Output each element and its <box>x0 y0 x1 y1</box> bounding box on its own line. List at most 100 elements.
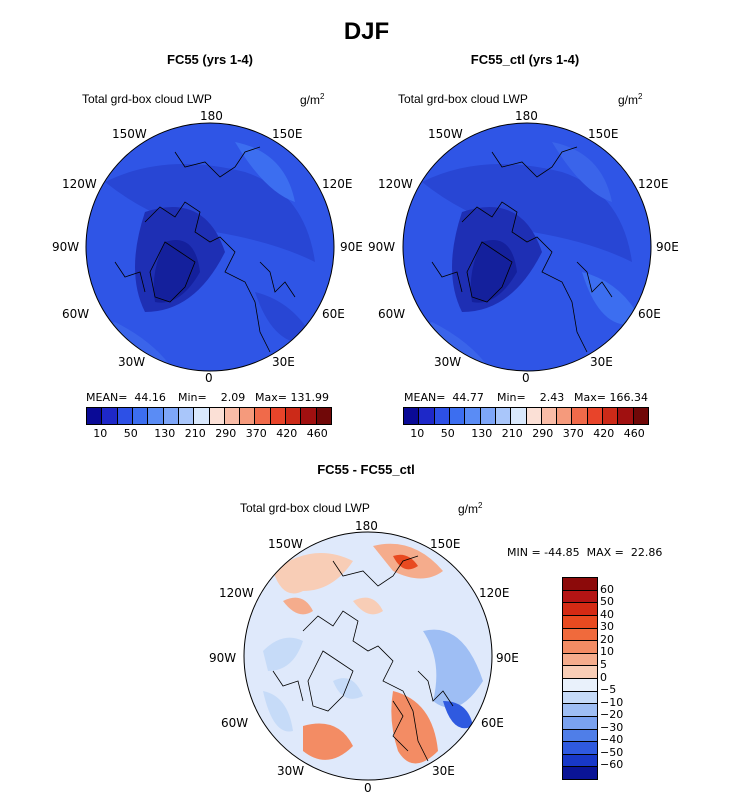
colorbar-swatch <box>301 408 317 424</box>
diff-colorbar-tick-label: −30 <box>600 720 624 734</box>
lon-label-150w: 150W <box>268 537 303 551</box>
diff-colorbar-swatch <box>563 767 597 779</box>
colorbar-tick-label: 10 <box>410 427 425 440</box>
colorbar-swatch <box>209 408 225 424</box>
colorbar-tick-label: 460 <box>306 427 328 440</box>
diff-colorbar-tick-label: 40 <box>600 607 614 621</box>
lon-label-60e: 60E <box>481 716 504 730</box>
diff-colorbar-swatch <box>563 742 597 755</box>
lon-label-90w: 90W <box>209 651 237 665</box>
colorbar-swatch <box>255 408 271 424</box>
colorbar-labels: 10 50 130 210 290 370 420 460 <box>403 428 647 442</box>
page-title: DJF <box>343 18 390 45</box>
diff-colorbar-swatch <box>563 729 597 743</box>
diff-colorbar-swatch <box>563 653 597 667</box>
stat-mean: MEAN= 44.77 <box>404 391 484 404</box>
diff-colorbar-swatch <box>563 603 597 616</box>
polar-map <box>85 122 335 372</box>
lon-label-30e: 30E <box>432 764 455 778</box>
colorbar-tick-label: 460 <box>623 427 645 440</box>
diff-colorbar <box>562 577 598 780</box>
diff-colorbar-tick-label: −5 <box>600 683 617 697</box>
colorbar-swatch <box>603 408 619 424</box>
diff-colorbar-tick-label: 60 <box>600 582 614 596</box>
diff-colorbar-labels: 60 50 40 30 20 10 5 0 −5 −10 −20 −30 −40 −50 −60 <box>600 577 660 778</box>
unit-label: g/m2 <box>300 92 325 107</box>
lon-label-150e: 150E <box>430 537 461 551</box>
colorbar-swatch <box>511 408 527 424</box>
colorbar-swatch <box>270 408 287 424</box>
diff-colorbar-tick-label: 0 <box>600 670 607 684</box>
colorbar-swatch <box>419 408 435 424</box>
panel-subtitle: Total grd-box cloud LWP <box>398 92 528 106</box>
lon-label-180: 180 <box>200 109 223 123</box>
diff-colorbar-swatch <box>563 578 597 591</box>
lon-label-120w: 120W <box>219 586 254 600</box>
colorbar-swatch <box>572 408 588 424</box>
minmax-label: MIN = -44.85 MAX = 22.86 <box>507 546 663 559</box>
lon-label-0: 0 <box>205 371 213 385</box>
colorbar-swatch <box>465 408 481 424</box>
stat-min: Min= 2.09 <box>178 391 246 404</box>
diff-colorbar-tick-label: 10 <box>600 645 614 659</box>
diff-colorbar-tick-label: −40 <box>600 733 624 747</box>
diff-colorbar-swatch <box>563 641 597 654</box>
lon-label-90w: 90W <box>368 240 396 254</box>
lon-label-30w: 30W <box>118 355 146 369</box>
panel-subtitle: Total grd-box cloud LWP <box>240 501 370 515</box>
colorbar-labels: 10 50 130 210 290 370 420 460 <box>86 428 330 442</box>
lon-label-120e: 120E <box>479 586 510 600</box>
polar-map <box>243 531 493 781</box>
diff-colorbar-swatch <box>563 615 597 629</box>
lon-label-150e: 150E <box>272 127 303 141</box>
lon-label-0: 0 <box>364 781 372 795</box>
colorbar-swatch <box>618 408 634 424</box>
colorbar-swatch <box>224 408 241 424</box>
stat-min: Min= 2.43 <box>497 391 565 404</box>
colorbar-tick-label: 420 <box>276 427 298 440</box>
lon-label-120e: 120E <box>638 177 669 191</box>
lon-label-30w: 30W <box>434 355 462 369</box>
diff-colorbar-swatch <box>563 628 597 642</box>
lon-label-0: 0 <box>522 371 530 385</box>
diff-colorbar-tick-label: 50 <box>600 595 614 609</box>
lon-label-150w: 150W <box>428 127 463 141</box>
lon-label-120w: 120W <box>62 177 97 191</box>
colorbar-swatch <box>148 408 164 424</box>
diff-colorbar-tick-label: −60 <box>600 758 624 772</box>
diff-colorbar-swatch <box>563 691 597 705</box>
colorbar-swatch <box>449 408 466 424</box>
diff-colorbar-swatch <box>563 666 597 679</box>
colorbar-tick-label: 370 <box>562 427 584 440</box>
colorbar-tick-label: 290 <box>215 427 237 440</box>
colorbar-tick-label: 210 <box>501 427 523 440</box>
colorbar-swatch <box>163 408 179 424</box>
lon-label-30e: 30E <box>590 355 613 369</box>
colorbar-swatch <box>240 408 256 424</box>
lon-label-60e: 60E <box>638 307 661 321</box>
lon-label-90w: 90W <box>52 240 80 254</box>
diff-colorbar-swatch <box>563 590 597 604</box>
colorbar-swatch <box>117 408 133 424</box>
colorbar-tick-label: 130 <box>154 427 176 440</box>
colorbar-tick-label: 370 <box>245 427 267 440</box>
colorbar-swatch <box>286 408 302 424</box>
diff-colorbar-swatch <box>563 716 597 730</box>
panel-title: FC55 (yrs 1-4) <box>167 52 253 67</box>
colorbar-swatch <box>633 408 648 424</box>
colorbar <box>86 407 332 425</box>
diff-colorbar-tick-label: 5 <box>600 657 607 671</box>
colorbar-tick-label: 50 <box>440 427 455 440</box>
diff-colorbar-swatch <box>563 754 597 768</box>
lon-label-60w: 60W <box>62 307 90 321</box>
colorbar-swatch <box>495 408 512 424</box>
diff-colorbar-tick-label: −10 <box>600 695 624 709</box>
diff-colorbar-swatch <box>563 679 597 692</box>
colorbar-swatch <box>132 408 149 424</box>
lon-label-90e: 90E <box>656 240 679 254</box>
colorbar-swatch <box>194 408 210 424</box>
diff-colorbar-tick-label: 20 <box>600 632 614 646</box>
colorbar-tick-label: 130 <box>471 427 493 440</box>
lon-label-120e: 120E <box>322 177 353 191</box>
colorbar-tick-label: 10 <box>93 427 108 440</box>
